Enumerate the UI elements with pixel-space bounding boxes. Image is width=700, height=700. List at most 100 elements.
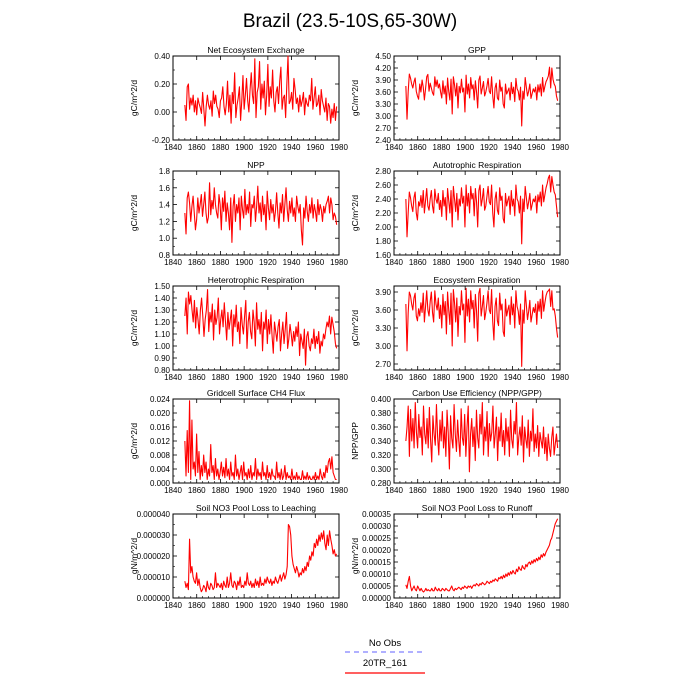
x-tick-label: 1960 [527,373,545,382]
panel-title: Carbon Use Efficiency (NPP/GPP) [412,388,542,398]
y-tick-label: 0.024 [150,395,171,404]
x-tick-label: 1880 [433,258,451,267]
x-tick-label: 1860 [409,601,427,610]
x-tick-label: 1960 [527,601,545,610]
x-tick-label: 1880 [433,486,451,495]
y-tick-label: 1.8 [159,167,171,176]
y-tick-label: 0.00035 [362,510,391,519]
series-line-20tr-161 [184,182,338,246]
y-tick-label: 3.30 [375,324,391,333]
x-tick-label: 1940 [283,601,301,610]
x-tick-label: 1960 [527,486,545,495]
x-tick-label: 1960 [527,258,545,267]
y-tick-label: 0.00030 [362,522,391,531]
y-tick-label: 1.4 [159,201,171,210]
y-tick-label: 0.300 [371,465,392,474]
x-tick-label: 1840 [164,486,182,495]
panel-title: GPP [468,45,486,55]
x-tick-label: 1860 [188,486,206,495]
x-tick-label: 1980 [551,373,569,382]
x-tick-label: 1940 [283,258,301,267]
x-tick-label: 1900 [235,258,253,267]
x-tick-label: 1940 [504,486,522,495]
x-tick-label: 1900 [456,143,474,152]
panel-title: Soil NO3 Pool Loss to Runoff [422,503,533,513]
x-tick-label: 1880 [212,258,230,267]
y-tick-label: 0.020 [150,409,171,418]
y-tick-label: 0.000040 [137,510,171,519]
figure-title: Brazil (23.5-10S,65-30W) [243,11,457,32]
x-tick-label: 1840 [385,143,403,152]
y-axis-label: gC/m^2/d [350,195,360,231]
panel-gpp: GPP gC/m^2/d 2.40 2.70 3.00 3.30 3.60 3.90 4.20 4… [350,45,569,152]
y-tick-label: 0.000020 [137,552,171,561]
x-tick-label: 1840 [164,601,182,610]
panel-soil-no3-pool-loss-to-leaching: Soil NO3 Pool Loss to LeachinggN/m^2/d0.… [129,503,348,610]
y-tick-label: 1.20 [154,318,170,327]
panel-autotrophic-respiration: Autotrophic Respiration gC/m^2/d 1.60 1.80 2… [350,160,569,267]
series-line-20tr-161 [405,174,559,245]
y-tick-label: 3.60 [375,88,391,97]
panel-npp: NPP gC/m^2/d 0.8 1.0 1.2 1.4 1.6 1.8 1840 1860 188… [129,160,348,267]
panel-title: Heterotrophic Respiration [208,275,305,285]
y-tick-label: 0.000010 [137,573,171,582]
y-axis-label: gC/m^2/d [129,423,139,459]
x-tick-label: 1860 [409,258,427,267]
x-tick-label: 1880 [212,486,230,495]
x-tick-label: 1900 [456,258,474,267]
x-tick-label: 1940 [283,486,301,495]
y-tick-label: 2.00 [375,223,391,232]
x-tick-label: 1940 [504,143,522,152]
panel-title: Autotrophic Respiration [433,160,522,170]
x-tick-label: 1840 [385,601,403,610]
x-tick-label: 1980 [330,143,348,152]
y-tick-label: -0.20 [152,136,171,145]
x-tick-label: 1900 [456,373,474,382]
x-tick-label: 1960 [306,486,324,495]
x-tick-label: 1920 [480,143,498,152]
y-tick-label: 2.80 [375,167,391,176]
legend: No Obs 20TR_161 [345,638,425,674]
series-line-20tr-161 [184,289,338,366]
y-tick-label: 0.000 [150,479,171,488]
x-tick-label: 1960 [306,373,324,382]
y-tick-label: 2.70 [375,124,391,133]
x-tick-label: 1900 [456,486,474,495]
y-tick-label: 1.40 [154,294,170,303]
x-tick-label: 1880 [433,143,451,152]
x-tick-label: 1840 [385,258,403,267]
x-tick-label: 1980 [330,258,348,267]
x-tick-label: 1860 [188,258,206,267]
series-line-20tr-161 [405,401,559,473]
panel-title: Ecosystem Respiration [434,275,521,285]
series-line-20tr-161 [405,287,559,367]
y-tick-label: 0.320 [371,451,392,460]
panel-title: NPP [247,160,265,170]
series-line-20tr-161 [184,523,338,593]
y-tick-label: 1.30 [154,306,170,315]
y-tick-label: 0.90 [154,354,170,363]
x-tick-label: 1860 [409,373,427,382]
x-tick-label: 1980 [330,373,348,382]
x-tick-label: 1840 [385,373,403,382]
x-tick-label: 1920 [259,373,277,382]
y-tick-label: 0.008 [150,451,171,460]
y-tick-label: 0.20 [154,80,170,89]
y-tick-label: 1.60 [375,251,391,260]
x-tick-label: 1960 [527,143,545,152]
x-tick-label: 1860 [188,373,206,382]
y-tick-label: 1.80 [375,237,391,246]
x-tick-label: 1920 [259,486,277,495]
y-axis-label: gC/m^2/d [129,80,139,116]
y-tick-label: 0.000030 [137,531,171,540]
x-tick-label: 1980 [551,486,569,495]
y-tick-label: 2.40 [375,136,391,145]
y-tick-label: 4.50 [375,52,391,61]
x-tick-label: 1880 [212,601,230,610]
x-tick-label: 1860 [188,601,206,610]
x-tick-label: 1920 [259,258,277,267]
x-tick-label: 1920 [480,258,498,267]
y-axis-label: gN/m^2/d [129,538,139,574]
y-tick-label: 0.004 [150,465,171,474]
